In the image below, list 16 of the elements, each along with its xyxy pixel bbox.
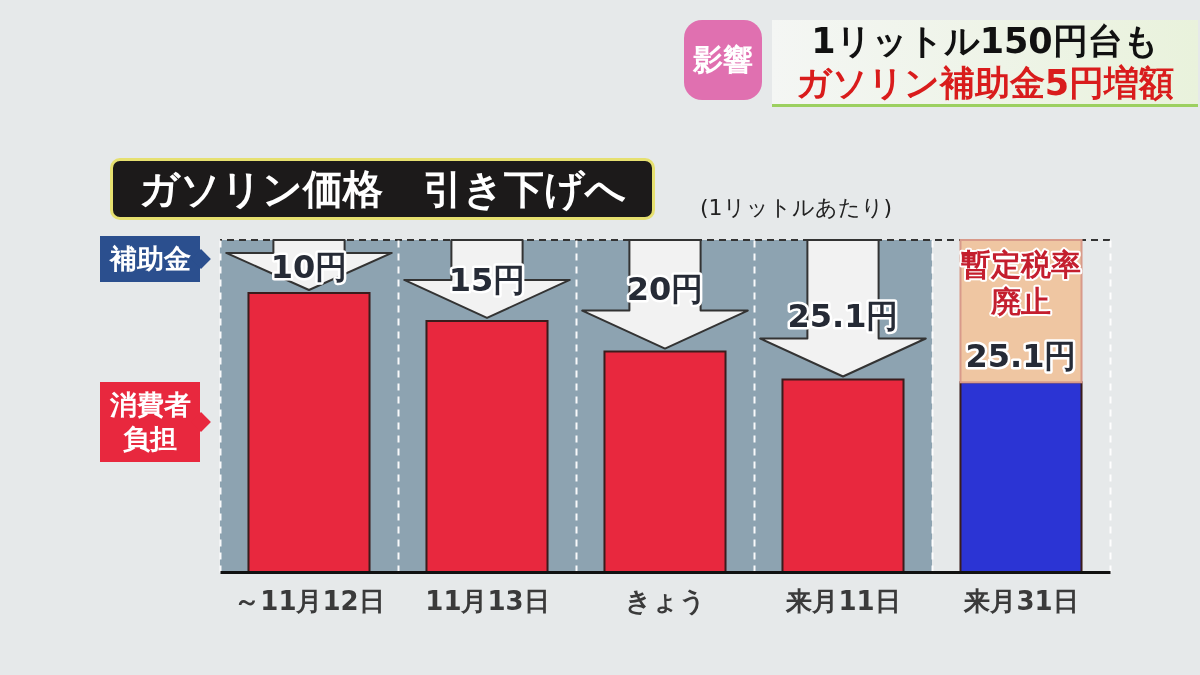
annotation: 暫定税率廃止 <box>961 246 1081 319</box>
chart-title: ガソリン価格 引き下げへ <box>110 158 655 220</box>
text: ガソリン補助金5円増額 <box>794 62 1176 104</box>
x-tick-label: 来月31日 <box>963 585 1079 616</box>
text: 10円 <box>270 247 348 286</box>
chart-subtitle: (1リットルあたり) <box>700 194 893 222</box>
text: 消費者負担 <box>109 389 191 454</box>
text: 影響 <box>684 20 762 100</box>
text: 補助金 <box>109 243 191 274</box>
x-tick-label: 11月13日 <box>425 585 550 616</box>
text: 1リットル150円台も <box>810 20 1160 62</box>
x-tick-label: 来月11日 <box>785 585 901 616</box>
annotation: 25.1円 <box>965 337 1077 376</box>
annotation: 15円 <box>448 261 526 300</box>
x-tick-label: ～11月12日 <box>234 585 385 616</box>
x-tick-label: きょう <box>625 585 706 616</box>
